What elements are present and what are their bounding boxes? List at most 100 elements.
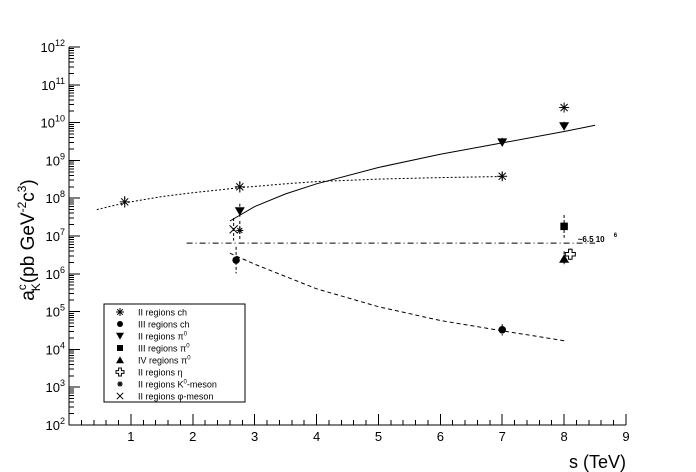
legend-label-sup: 0 [184,332,188,338]
legend-label: II regions K0-meson [138,380,217,390]
y-tick-exponent: 3 [60,378,65,388]
y-tick-exponent: 9 [60,151,65,161]
y-label-unit-exp1: -2 [15,201,29,212]
marker-circle [232,256,240,264]
y-tick-base: 10 [46,418,60,433]
marker-square [560,222,568,231]
legend-entry: III regions π0 [117,344,190,354]
marker-stroke [117,381,123,387]
data-point-square [560,215,568,238]
y-label-sup: c [15,284,29,290]
data-point-star [234,181,245,193]
x-tick-label: 7 [499,429,506,444]
marker-stroke [235,182,244,191]
x-tick-label: 2 [189,429,196,444]
data-point-star [559,102,570,113]
marker-stroke [116,308,124,316]
fit-curves [96,124,596,342]
legend-label-sup: 0 [184,380,188,386]
y-label-sub: K [29,283,43,291]
marker-stroke [236,227,243,234]
legend-entry: II regions π0 [116,332,188,342]
legend-label-text: II regions π [138,332,184,342]
x-tick-label: 5 [375,429,382,444]
data-point-circle [498,324,506,336]
y-tick-base: 10 [41,78,55,93]
marker-stroke [116,392,124,400]
y-label-main: a [18,290,39,301]
marker-triangle-up [559,254,570,263]
y-label-unit-close: ) [18,179,39,185]
marker-triangle-down [234,207,245,216]
legend-label: II regions φ-meson [138,392,213,402]
x-tick-label: 3 [251,429,258,444]
legend-box [103,303,246,403]
data-point-triangle-down [559,121,570,131]
fit-curve-dotted [96,176,503,211]
y-tick-base: 10 [46,267,60,282]
y-tick-base: 10 [46,229,60,244]
marker-open-cross [564,248,576,260]
y-tick-label: 108 [46,189,65,206]
legend-label-text: III regions ch [138,320,190,330]
legend-label-tail: -meson [187,380,217,390]
legend-label-text: III regions π [138,344,186,354]
data-point-triangle-down [234,203,245,219]
y-tick-exponent: 4 [60,340,65,350]
marker-stroke [498,172,507,181]
data-point-star [497,171,508,182]
y-tick-label: 103 [46,378,65,395]
legend-label-text: II regions φ-meson [138,392,213,402]
marker-triangle-down [497,138,508,147]
marker-circle [498,326,506,334]
y-axis-label: acK(pb GeV-2c3) [15,179,43,301]
y-tick-exponent: 6 [60,265,65,275]
legend-entry: II regions ch [116,308,187,318]
y-label-unit-exp2: 3 [15,185,29,192]
legend-label: III regions ch [138,320,190,330]
y-tick-base: 10 [46,342,60,357]
legend-label-text: IV regions π [138,356,187,366]
marker-triangle-down [559,122,570,131]
marker-circle [117,321,123,327]
legend-label-text: II regions ch [138,308,187,318]
y-tick-label: 107 [46,227,65,244]
y-tick-label: 1012 [41,38,65,55]
x-tick-label: 6 [437,429,444,444]
data-point-small-star [236,221,244,240]
annotation-label: ~6.5 10 [578,235,605,244]
legend-label-sup: 0 [186,344,190,350]
legend-label-text: II regions K [138,380,184,390]
x-tick-label: 4 [313,429,320,444]
legend-label: III regions π0 [138,344,190,354]
x-axis-label: s (TeV) [569,452,626,472]
marker-triangle-down [116,332,124,340]
x-tick-label: 1 [127,429,134,444]
legend-label-sup: 0 [187,356,191,362]
marker-stroke [560,103,569,112]
marker-stroke [229,224,238,234]
y-tick-base: 10 [41,40,55,55]
data-point-triangle-down [497,137,508,147]
y-tick-base: 10 [46,380,60,395]
data-point-circle [232,246,240,274]
legend-entry: IV regions π0 [116,356,191,366]
y-tick-label: 106 [46,265,65,282]
legend-entry: II regions η [115,367,183,378]
y-label-unit: (pb GeV [18,212,39,283]
y-tick-label: 109 [46,151,65,168]
annotation-exponent: 6 [614,233,618,239]
y-tick-base: 10 [46,305,60,320]
data-point-triangle-up [559,251,570,267]
y-label-unit-c: c [18,192,39,202]
legend-entry: II regions φ-meson [116,392,213,402]
y-tick-base: 10 [46,191,60,206]
legend-entry: III regions ch [117,320,190,330]
marker-triangle-up [116,356,124,364]
svg-text:acK(pb GeV-2c3): acK(pb GeV-2c3) [15,179,43,301]
legend-label: II regions π0 [138,332,188,342]
y-tick-label: 1010 [41,114,65,131]
marker-square [117,345,123,351]
y-tick-label: 105 [46,303,65,320]
y-tick-exponent: 11 [56,76,65,86]
